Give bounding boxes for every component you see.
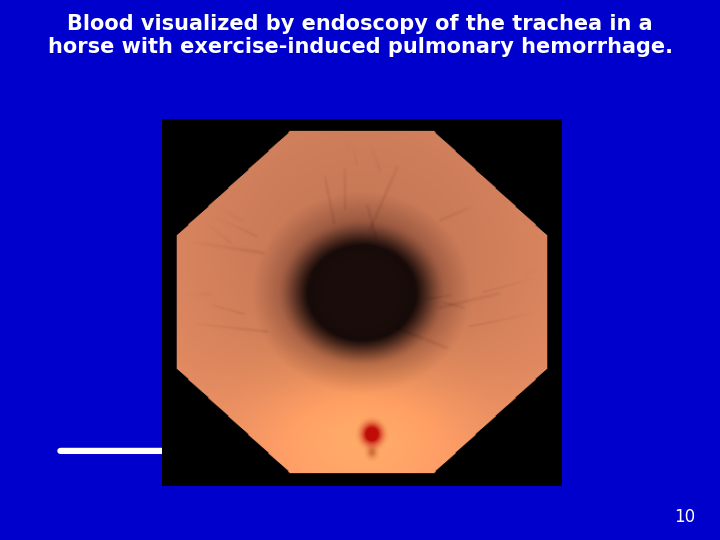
Text: 10: 10 [674, 509, 695, 526]
Text: Blood visualized by endoscopy of the trachea in a
horse with exercise-induced pu: Blood visualized by endoscopy of the tra… [48, 14, 672, 57]
